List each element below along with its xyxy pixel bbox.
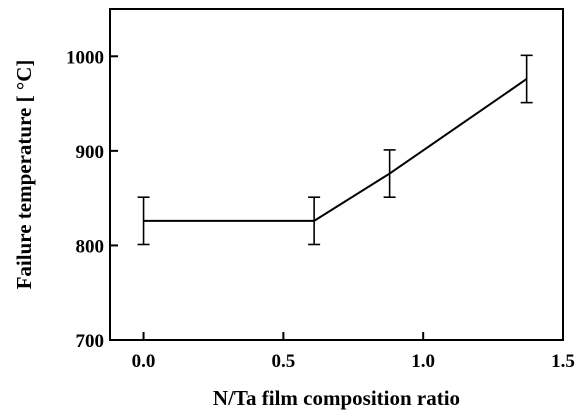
- plot-frame: [109, 8, 564, 341]
- y-tick-label: 1000: [66, 47, 104, 68]
- y-tick-label: 900: [76, 142, 105, 163]
- x-tick-label: 0.0: [132, 351, 156, 372]
- y-tick-label: 800: [76, 236, 105, 257]
- series-line: [143, 78, 528, 222]
- y-tick-label: 700: [76, 331, 105, 352]
- x-tick-label: 1.5: [551, 351, 575, 372]
- x-axis-title: N/Ta film composition ratio: [213, 386, 460, 410]
- x-tick-label: 0.5: [271, 351, 295, 372]
- y-axis-title: Failure temperature [ °C]: [12, 60, 36, 290]
- x-tick-label: 1.0: [411, 351, 435, 372]
